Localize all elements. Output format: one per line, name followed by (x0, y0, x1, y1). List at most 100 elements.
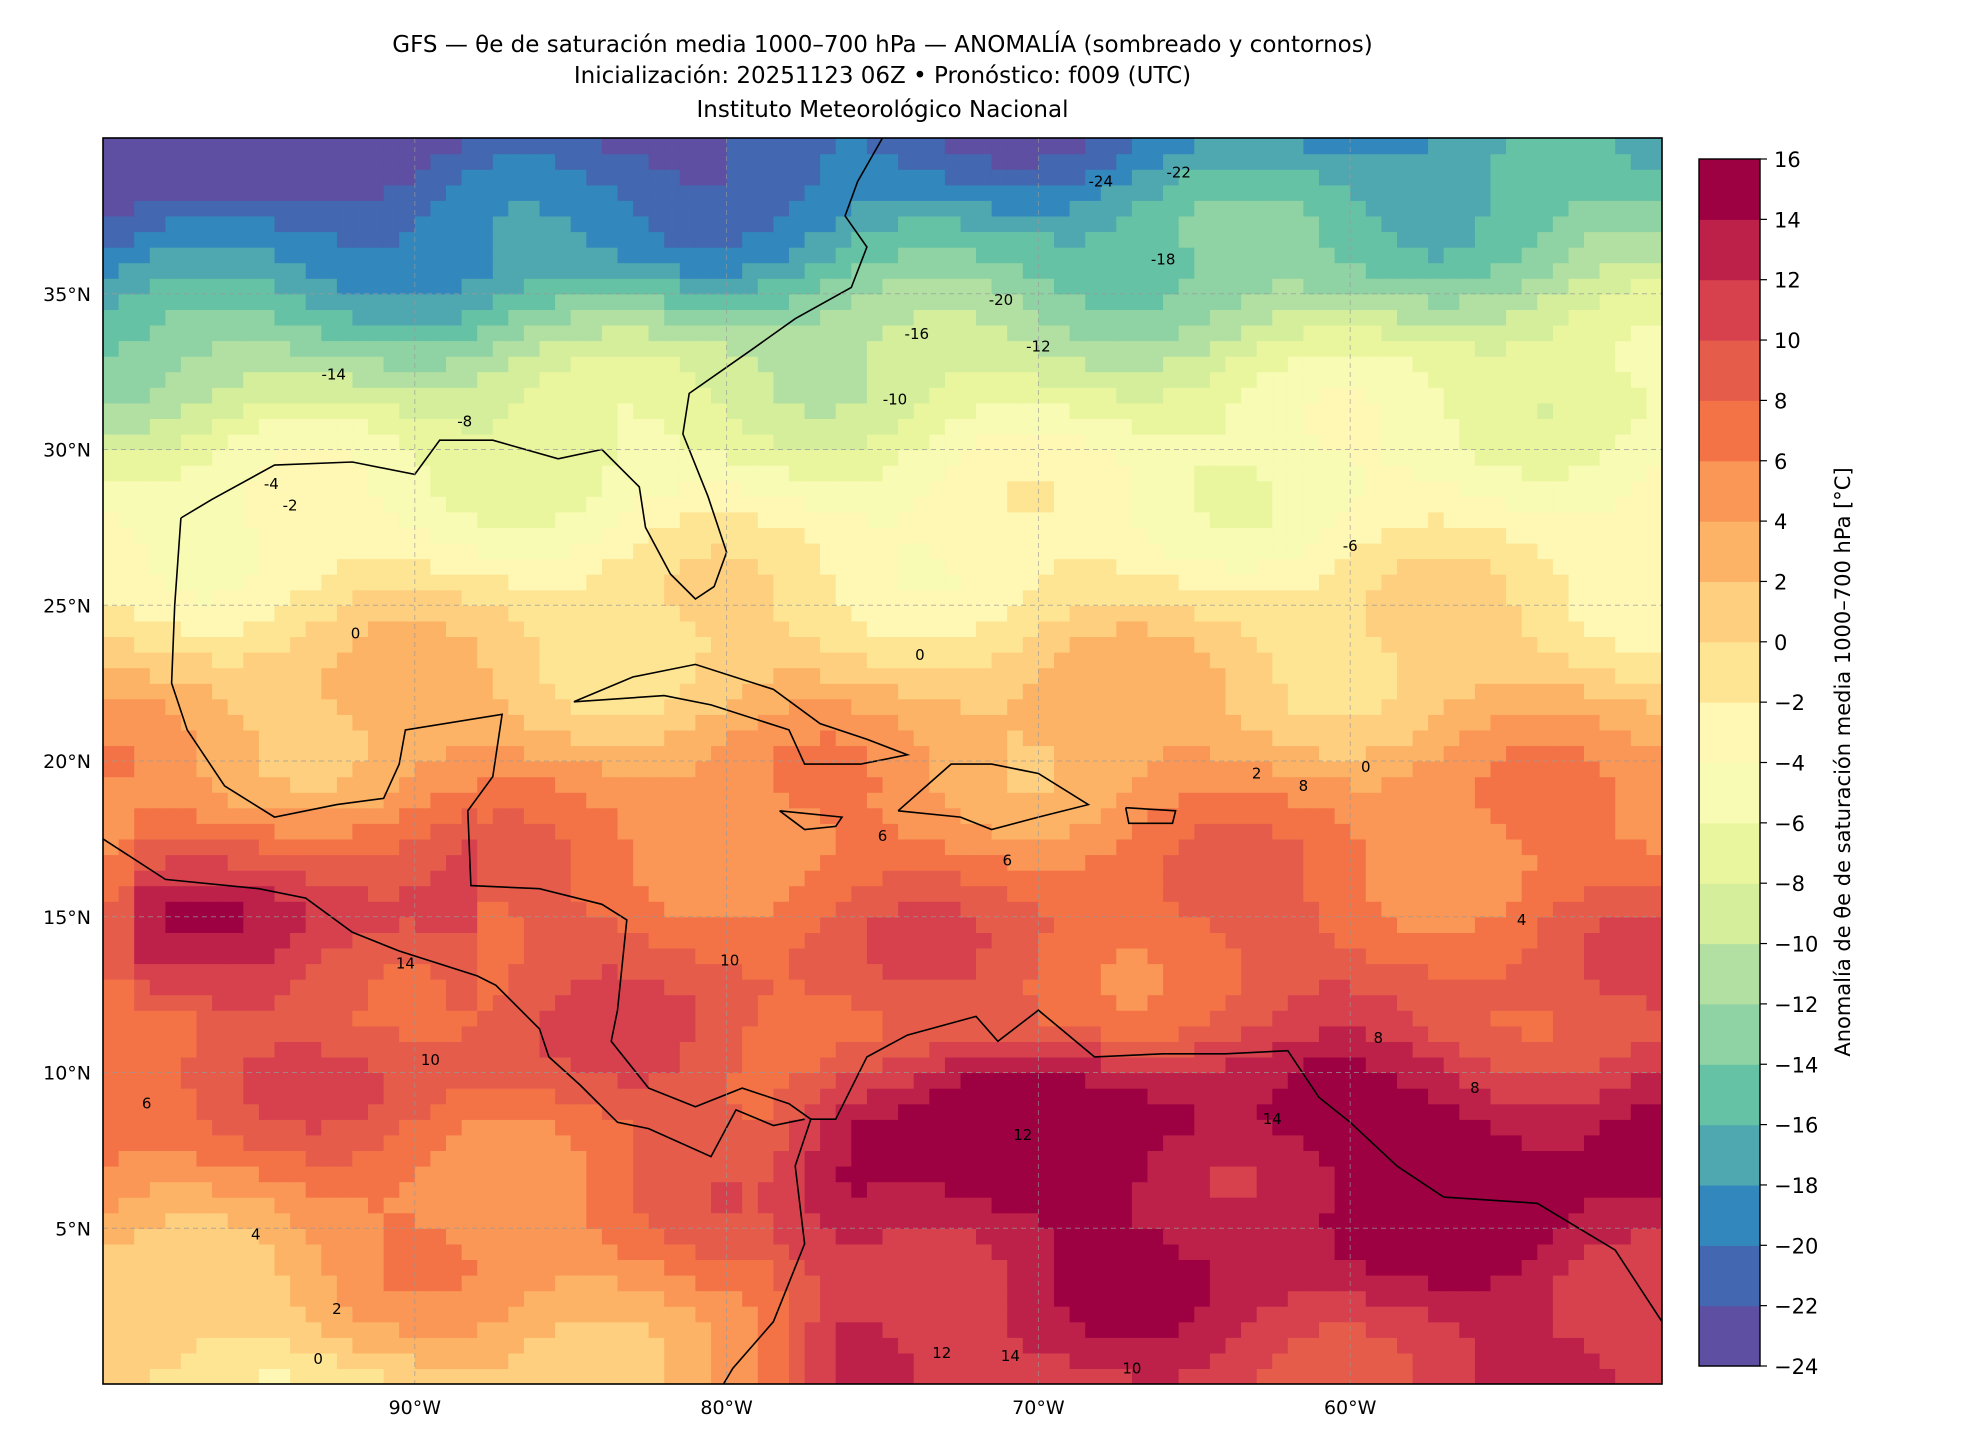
field-cell (461, 1103, 478, 1120)
field-cell (1443, 698, 1460, 715)
field-cell (258, 714, 276, 731)
field-cell (383, 1306, 400, 1323)
field-cell (1443, 1228, 1460, 1245)
field-cell (492, 1243, 509, 1260)
field-cell (399, 1041, 416, 1058)
field-cell (1194, 1056, 1211, 1074)
field-cell (1428, 1243, 1445, 1260)
field-cell (243, 1290, 260, 1307)
field-cell (1100, 1134, 1117, 1151)
field-cell (1007, 1010, 1024, 1027)
field-cell (1178, 947, 1195, 965)
field-cell (695, 714, 712, 731)
field-cell (633, 636, 650, 653)
field-cell (944, 947, 962, 965)
field-cell (477, 1321, 494, 1338)
field-cell (882, 1228, 899, 1245)
field-cell (508, 714, 525, 731)
field-cell (866, 1275, 884, 1292)
field-cell (757, 1228, 774, 1245)
field-cell (196, 636, 213, 653)
field-cell (820, 1197, 837, 1214)
field-cell (757, 1352, 774, 1369)
field-cell (1568, 761, 1585, 778)
field-cell (664, 885, 681, 902)
field-cell (1568, 1228, 1585, 1245)
field-cell (976, 1259, 993, 1276)
field-cell (944, 1166, 962, 1183)
field-cell (477, 823, 494, 840)
field-cell (1100, 1010, 1117, 1027)
field-cell (976, 1197, 993, 1214)
field-cell (508, 870, 525, 887)
field-cell (1256, 823, 1273, 840)
field-cell (882, 1321, 899, 1338)
field-cell (134, 932, 151, 949)
field-cell (1319, 1212, 1336, 1229)
field-cell (1537, 1368, 1554, 1384)
field-cell (929, 1368, 946, 1384)
field-cell (851, 1212, 868, 1229)
field-cell (1319, 1197, 1336, 1214)
field-cell (399, 683, 416, 700)
field-cell (1350, 1056, 1367, 1074)
field-cell (336, 1103, 354, 1120)
field-cell (1568, 1181, 1585, 1198)
field-cell (664, 1166, 681, 1183)
field-cell (523, 1056, 541, 1074)
field-cell (274, 745, 291, 762)
field-cell (430, 620, 447, 637)
field-cell (274, 1306, 291, 1323)
field-cell (1022, 1088, 1039, 1105)
field-cell (1443, 1368, 1460, 1384)
field-cell (1194, 1337, 1211, 1354)
field-cell (1552, 1072, 1570, 1089)
field-cell (508, 1275, 525, 1292)
field-cell (523, 1290, 541, 1307)
field-cell (1163, 745, 1180, 762)
field-cell (851, 1228, 868, 1245)
field-cell (1194, 1259, 1211, 1276)
field-cell (508, 1041, 525, 1058)
field-cell (695, 1275, 712, 1292)
field-cell (882, 761, 899, 778)
field-cell (399, 870, 416, 887)
field-cell (383, 1119, 400, 1136)
field-cell (477, 916, 494, 933)
field-cell (1506, 1275, 1523, 1292)
field-cell (633, 870, 650, 887)
field-cell (991, 963, 1008, 980)
field-cell (991, 1228, 1008, 1245)
field-cell (243, 729, 260, 747)
field-cell (944, 1119, 962, 1136)
field-cell (1069, 947, 1086, 965)
field-cell (1256, 932, 1273, 949)
field-cell (1038, 1197, 1055, 1214)
field-cell (773, 1337, 790, 1354)
field-cell (1552, 1212, 1570, 1229)
field-cell (742, 807, 759, 824)
field-cell (679, 979, 696, 996)
field-cell (290, 1134, 307, 1151)
field-cell (1397, 1275, 1414, 1292)
field-cell (1443, 870, 1460, 887)
field-cell (1241, 1166, 1258, 1183)
field-cell (383, 714, 400, 731)
field-cell (1319, 605, 1336, 622)
field-cell (1381, 1166, 1398, 1183)
field-cell (1568, 1321, 1585, 1338)
field-cell (1022, 1321, 1039, 1338)
field-cell (539, 932, 556, 949)
field-cell (1365, 1243, 1382, 1260)
field-cell (1007, 916, 1024, 933)
field-cell (1537, 1025, 1554, 1042)
field-cell (492, 870, 509, 887)
field-cell (664, 667, 681, 684)
field-cell (804, 932, 821, 949)
field-cell (944, 901, 962, 918)
field-cell (1443, 1041, 1460, 1058)
field-cell (866, 714, 884, 731)
field-cell (1303, 885, 1320, 902)
field-cell (835, 1025, 852, 1042)
field-cell (1397, 963, 1414, 980)
